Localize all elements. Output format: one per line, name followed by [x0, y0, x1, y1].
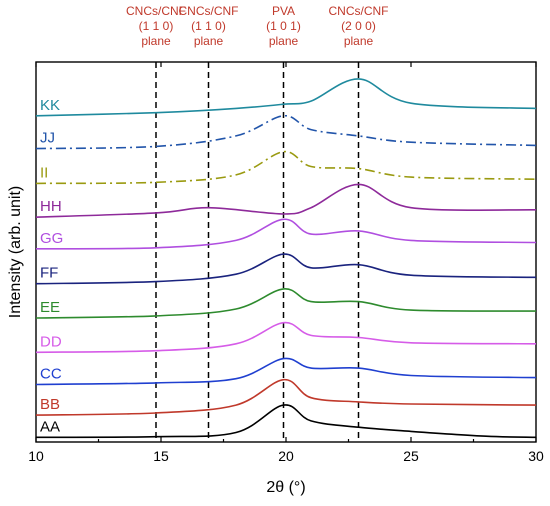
series-label-hh: HH [40, 198, 62, 215]
series-line-ee [35, 288, 537, 319]
reference-annotation: (2 0 0) [341, 19, 376, 33]
series-label-cc: CC [40, 365, 62, 382]
reference-annotation: (1 0 1) [266, 19, 301, 33]
series-line-gg [35, 218, 537, 250]
series-label-aa: AA [40, 418, 60, 435]
reference-annotation: plane [194, 34, 224, 48]
x-axis-label: 2θ (°) [266, 479, 305, 496]
series-line-aa [35, 404, 537, 439]
plot-frame [35, 61, 537, 443]
series-label-ff: FF [40, 265, 58, 282]
x-tick-label: 15 [153, 448, 169, 464]
series-label-jj: JJ [40, 130, 55, 147]
x-tick-label: 30 [528, 448, 544, 464]
series-label-bb: BB [40, 396, 60, 413]
series-label-gg: GG [40, 230, 63, 247]
series-line-ff [35, 253, 537, 285]
reference-annotation: (1 1 0) [191, 19, 226, 33]
series-group [35, 78, 537, 439]
reference-lines [155, 62, 360, 442]
reference-annotation: CNCs/CNF [329, 4, 389, 18]
series-line-bb [35, 378, 537, 416]
series-label-kk: KK [40, 97, 60, 114]
reference-annotation: (1 1 0) [139, 19, 174, 33]
series-line-cc [35, 357, 537, 386]
y-axis-label: Intensity (arb. unit) [7, 186, 24, 319]
series-line-jj [35, 114, 537, 150]
x-tick-label: 20 [278, 448, 294, 464]
series-label-ee: EE [40, 299, 60, 316]
x-tick-label: 10 [28, 448, 44, 464]
reference-annotation: plane [141, 34, 171, 48]
reference-annotation: plane [344, 34, 374, 48]
reference-annotation: CNCs/CNF [179, 4, 239, 18]
x-axis-ticks: 10 15 20 25 30 [28, 62, 544, 464]
series-line-dd [35, 321, 537, 354]
series-label-dd: DD [40, 333, 62, 350]
series-label-ii: II [40, 164, 48, 181]
series-line-ii [35, 150, 537, 185]
reference-annotation: CNCs/CNF [126, 4, 186, 18]
reference-annotation: PVA [272, 4, 295, 18]
x-tick-label: 25 [403, 448, 419, 464]
series-line-hh [35, 183, 537, 218]
reference-annotation: plane [269, 34, 299, 48]
series-line-kk [35, 78, 537, 117]
series-labels: AA BB CC DD EE FF GG HH II JJ KK [40, 97, 63, 435]
